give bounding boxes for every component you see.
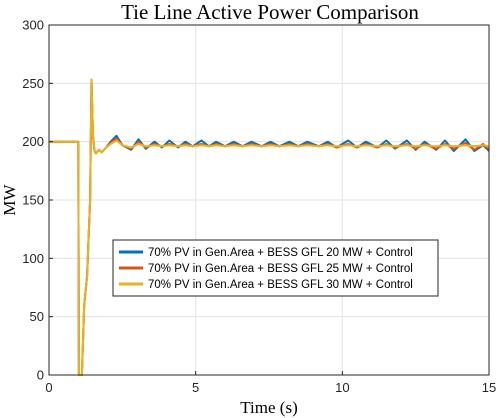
x-tick-label: 15	[482, 380, 496, 395]
series-line-3	[49, 78, 490, 376]
legend-label-2: 70% PV in Gen.Area + BESS GFL 25 MW + Co…	[148, 263, 413, 275]
series-line-1	[49, 78, 490, 376]
y-tick-label: 100	[22, 251, 44, 266]
x-tick-label: 5	[192, 380, 199, 395]
legend: 70% PV in Gen.Area + BESS GFL 20 MW + Co…	[112, 239, 439, 297]
x-tick-label: 0	[45, 380, 52, 395]
y-tick-label: 150	[22, 193, 44, 208]
series-line-2	[49, 78, 490, 376]
y-tick-label: 250	[22, 76, 44, 91]
y-tick-label: 50	[30, 309, 44, 324]
x-axis-label: Time (s)	[240, 398, 297, 417]
y-axis-label: MW	[0, 183, 19, 215]
legend-box	[112, 239, 439, 297]
y-tick-label: 0	[37, 368, 44, 383]
legend-label-1: 70% PV in Gen.Area + BESS GFL 20 MW + Co…	[148, 247, 413, 259]
legend-label-3: 70% PV in Gen.Area + BESS GFL 30 MW + Co…	[148, 279, 413, 291]
chart-title: Tie Line Active Power Comparison	[121, 0, 419, 24]
y-tick-label: 300	[22, 18, 44, 33]
y-tick-label: 200	[22, 134, 44, 149]
x-tick-label: 10	[335, 380, 349, 395]
grid	[48, 24, 490, 376]
plot-lines	[49, 78, 490, 376]
